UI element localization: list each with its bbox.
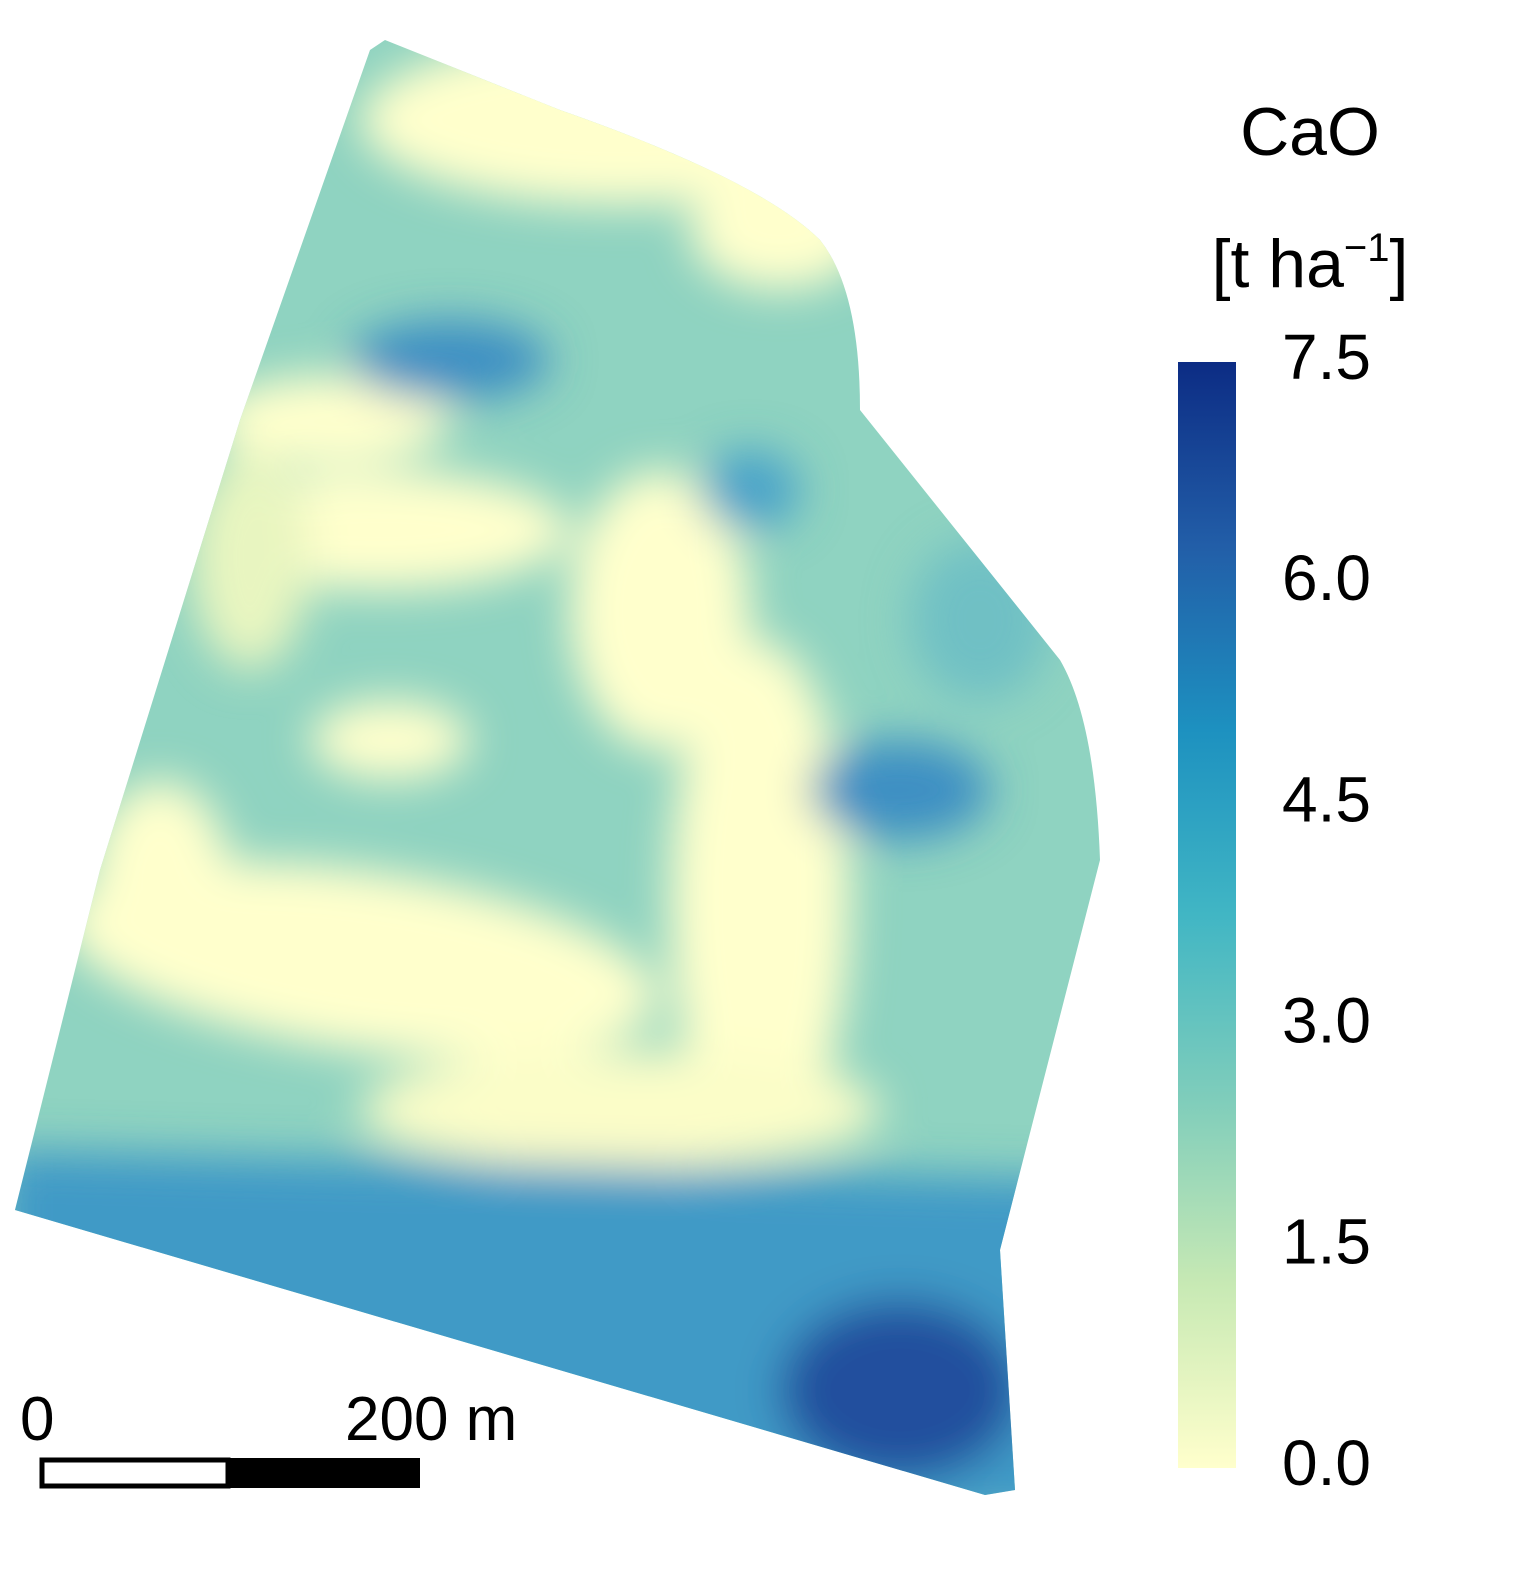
scale-label: 200 m — [345, 1385, 517, 1454]
legend-title: CaO — [1240, 94, 1380, 170]
colorbar-tick-label: 4.5 — [1282, 763, 1371, 835]
colorbar-tick-label: 6.0 — [1282, 542, 1371, 614]
field-raster — [15, 40, 1100, 1495]
colorbar-tick-label: 7.5 — [1282, 321, 1371, 393]
scale-bar-white — [39, 1457, 231, 1489]
colorbar-tick-label: 0.0 — [1282, 1427, 1371, 1499]
legend-unit: [t ha−1] — [1212, 226, 1409, 302]
unit-exponent: −1 — [1344, 226, 1390, 270]
unit-base: [t ha — [1212, 226, 1344, 302]
colorbar — [1178, 362, 1236, 1468]
colorbar-tick-label: 1.5 — [1282, 1206, 1371, 1278]
scale-label: 0 — [20, 1385, 54, 1454]
unit-close: ] — [1390, 226, 1409, 302]
colorbar-tick-label: 3.0 — [1282, 985, 1371, 1057]
colorbar-ticks: 0.0 1.5 3.0 4.5 6.0 7.5 — [1282, 321, 1371, 1499]
scale-bar-black — [228, 1458, 420, 1488]
